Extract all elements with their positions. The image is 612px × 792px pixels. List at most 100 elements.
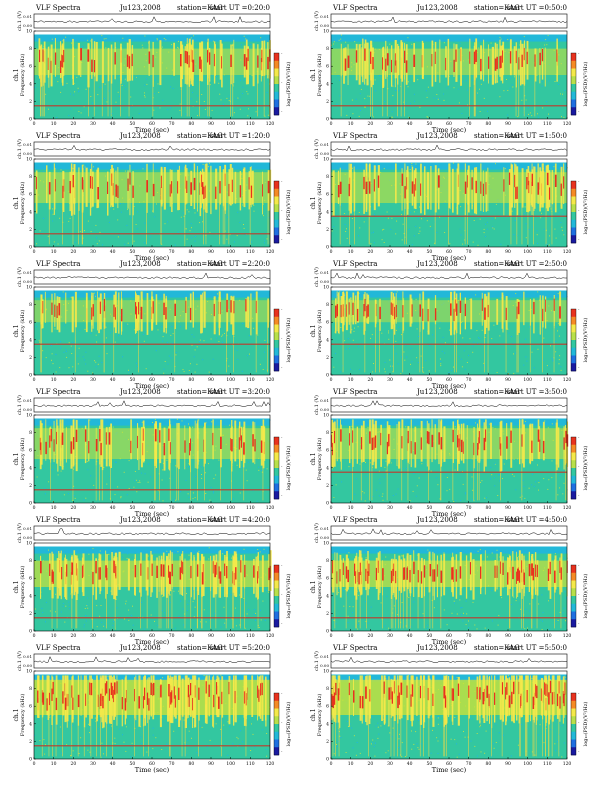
- spectrogram-speckle: [90, 475, 92, 477]
- y-axis-channel-label: ch.1: [310, 69, 317, 82]
- sferic-core: [496, 56, 498, 70]
- spectrogram-speckle: [246, 480, 248, 482]
- spectrogram-speckle: [189, 37, 191, 38]
- sferic-core: [169, 571, 171, 584]
- spectrogram-speckle: [391, 116, 393, 118]
- sferic-tail: [536, 587, 538, 629]
- sferic-tail: [222, 203, 224, 245]
- spectrogram-speckle: [134, 480, 136, 482]
- spectrogram-speckle: [513, 596, 515, 598]
- sferic-tail: [375, 322, 376, 373]
- spectrogram-speckle: [244, 466, 246, 468]
- spectrogram-speckle: [117, 236, 119, 238]
- spectrogram-speckle: [36, 243, 38, 245]
- sferic-tail: [509, 587, 511, 629]
- sferic-tail: [356, 587, 357, 629]
- spectrogram-speckle: [56, 117, 58, 118]
- sferic-core: [340, 304, 342, 318]
- spectrogram-speckle: [101, 591, 103, 593]
- spectrogram-speckle: [166, 743, 168, 745]
- spectrogram-speckle: [68, 551, 70, 553]
- sferic-core: [431, 54, 433, 67]
- sferic-streak: [549, 553, 552, 599]
- spectrogram-speckle: [148, 42, 149, 44]
- sferic-streak: [40, 44, 43, 87]
- spectrogram-speckle: [546, 44, 548, 46]
- sferic-streak: [222, 169, 225, 206]
- panel-date: Ju123,2008: [416, 388, 458, 396]
- spectrogram-speckle: [550, 204, 552, 206]
- spectrogram-speckle: [528, 228, 530, 230]
- spectrogram-speckle: [196, 101, 198, 103]
- spectrogram-speckle: [469, 299, 471, 300]
- spectrogram-speckle: [381, 332, 383, 334]
- spectrogram-upper-band: [331, 290, 567, 298]
- spectrogram-speckle: [45, 93, 47, 95]
- spectrogram-speckle: [250, 44, 252, 45]
- spectrogram-speckle: [537, 348, 539, 350]
- sferic-core: [502, 562, 504, 575]
- spectrogram-speckle: [551, 477, 553, 479]
- spectrogram-speckle: [529, 112, 531, 114]
- spectrogram-speckle: [123, 85, 125, 86]
- colorbar-segment: [274, 84, 279, 93]
- spectrogram-speckle: [62, 605, 64, 607]
- spectrogram-speckle: [431, 599, 433, 601]
- spectrogram-speckle: [232, 423, 234, 425]
- spectrogram-speckle: [449, 329, 451, 331]
- sferic-core: [190, 565, 192, 579]
- spectrogram-speckle: [395, 600, 397, 602]
- sferic-streak: [366, 42, 369, 86]
- sferic-streak: [184, 46, 186, 84]
- spectrogram-speckle: [194, 626, 196, 628]
- colorbar-tick-label: -: [281, 493, 283, 498]
- spectrogram-speckle: [132, 624, 134, 626]
- spectrogram-speckle: [538, 482, 540, 484]
- spectrogram-speckle: [335, 484, 337, 486]
- spectrogram-speckle: [411, 558, 413, 560]
- panel-date: Ju123,2008: [119, 132, 161, 140]
- panel-date: Ju123,2008: [119, 260, 161, 268]
- spectrogram-speckle: [202, 359, 204, 361]
- x-tick-label: 60: [149, 121, 155, 127]
- sferic-core: [345, 566, 348, 579]
- x-tick-label: 0: [33, 249, 36, 255]
- spectrogram-speckle: [52, 220, 54, 222]
- spectrogram-speckle: [121, 556, 123, 558]
- x-tick-label: 120: [563, 505, 572, 511]
- sferic-streak: [88, 419, 90, 462]
- panel-date: Ju123,2008: [119, 516, 161, 524]
- sferic-tail: [228, 203, 230, 245]
- x-tick-label: 110: [246, 121, 255, 127]
- spectrogram-speckle: [208, 547, 210, 549]
- sferic-tail: [113, 322, 115, 373]
- waveform-trace: [33, 272, 271, 279]
- spectrogram-speckle: [462, 620, 464, 622]
- sferic-streak: [352, 419, 354, 467]
- spectrogram-speckle: [136, 228, 138, 230]
- colorbar-segment: [571, 99, 576, 108]
- sferic-streak: [422, 42, 424, 76]
- spectrogram-speckle: [49, 610, 51, 612]
- y-tick-label: 4: [29, 81, 32, 87]
- sferic-tail: [339, 203, 341, 245]
- sferic-tail: [407, 459, 409, 501]
- x-tick-label: 100: [226, 505, 235, 511]
- sferic-streak: [455, 298, 457, 330]
- x-tick-label: 50: [426, 377, 432, 383]
- spectrogram-speckle: [228, 365, 230, 367]
- spectrogram-speckle: [454, 602, 455, 604]
- spectrogram-speckle: [135, 224, 137, 225]
- sferic-streak: [354, 558, 356, 596]
- spectrogram-speckle: [125, 726, 127, 728]
- spectrogram-speckle: [331, 468, 333, 470]
- colorbar-segment: [571, 91, 576, 100]
- sferic-tail: [225, 587, 227, 629]
- spectrogram-speckle: [241, 169, 243, 171]
- spectrogram-speckle: [414, 100, 415, 102]
- spectrogram-speckle: [509, 553, 511, 555]
- spectrogram-speckle: [558, 84, 560, 85]
- spectrogram-speckle: [373, 363, 374, 364]
- sferic-streak: [439, 39, 441, 83]
